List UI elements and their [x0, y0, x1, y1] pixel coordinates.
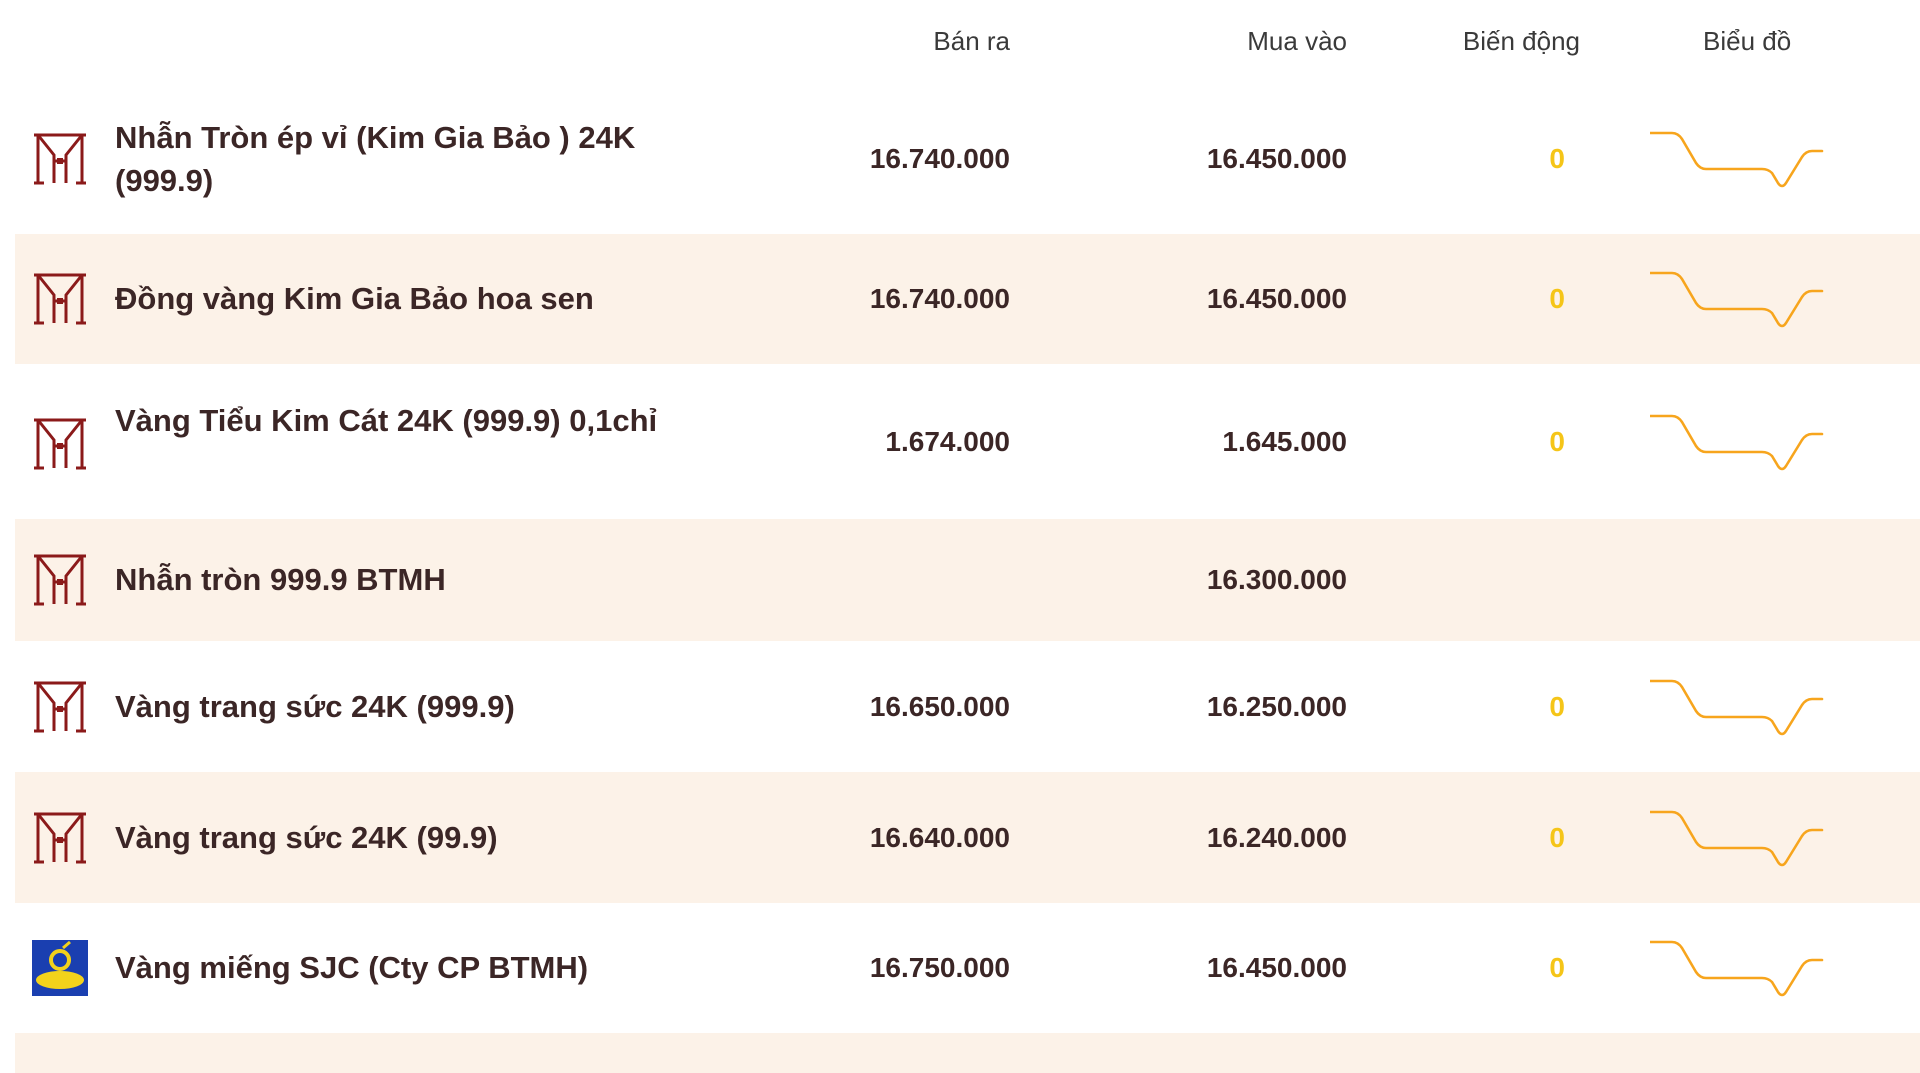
sjc-logo-icon: [32, 940, 88, 996]
btmh-logo-icon: [34, 681, 86, 733]
table-row[interactable]: Đồng vàng Kim Gia Bảo hoa sen 16.740.000…: [15, 234, 1920, 364]
header-bieu-do: Biểu đồ: [1703, 26, 1792, 56]
sparkline-chart[interactable]: [1650, 936, 1840, 1000]
buy-price: 1.645.000: [1222, 425, 1347, 457]
btmh-logo-icon: [34, 554, 86, 606]
product-name: Vàng trang sức 24K (999.9): [115, 689, 515, 724]
header-bien-dong: Biến động: [1462, 26, 1580, 56]
buy-price: 16.300.000: [1206, 564, 1347, 595]
buy-price: 16.450.000: [1206, 143, 1347, 174]
price-change: 0: [1549, 283, 1565, 314]
product-name: Vàng trang sức 24K (99.9): [115, 820, 498, 855]
price-change: 0: [1549, 952, 1565, 983]
table-row[interactable]: Nhẫn tròn 999.9 BTMH 16.300.000: [15, 519, 1920, 641]
table-header: Bán ra Mua vào Biến động Biểu đồ: [15, 0, 1920, 84]
product-name: Vàng Tiểu Kim Cát 24K (999.9) 0,1chỉ: [115, 403, 658, 438]
gold-price-table: Bán ra Mua vào Biến động Biểu đồ Nhẫn Tr…: [15, 0, 1920, 1073]
product-name: Đồng vàng Kim Gia Bảo hoa sen: [115, 281, 594, 316]
buy-price: 16.450.000: [1206, 283, 1347, 314]
table-row: [15, 1033, 1920, 1073]
price-change: 0: [1549, 425, 1565, 457]
btmh-logo-icon: [34, 133, 86, 185]
table-row[interactable]: Vàng trang sức 24K (999.9) 16.650.000 16…: [15, 641, 1920, 772]
header-ban-ra: Bán ra: [933, 26, 1010, 56]
product-name: Vàng miếng SJC (Cty CP BTMH): [115, 950, 589, 985]
sell-price: 16.750.000: [869, 952, 1010, 983]
sell-price: 1.674.000: [885, 425, 1010, 457]
btmh-logo-icon: [34, 812, 86, 864]
table-row[interactable]: Vàng miếng SJC (Cty CP BTMH) 16.750.000 …: [15, 903, 1920, 1033]
btmh-logo-icon: [34, 273, 86, 325]
table-row[interactable]: Vàng trang sức 24K (99.9) 16.640.000 16.…: [15, 772, 1920, 903]
sparkline-chart[interactable]: [1650, 806, 1840, 870]
buy-price: 16.450.000: [1206, 952, 1347, 983]
btmh-logo-icon: [34, 418, 86, 470]
buy-price: 16.250.000: [1206, 690, 1347, 722]
price-change: 0: [1549, 690, 1565, 722]
buy-price: 16.240.000: [1206, 821, 1347, 853]
sell-price: 16.740.000: [869, 283, 1010, 314]
product-name: Nhẫn tròn 999.9 BTMH: [115, 562, 446, 597]
sparkline-chart[interactable]: [1650, 267, 1840, 331]
price-change: 0: [1549, 143, 1565, 174]
sparkline-chart[interactable]: [1650, 410, 1840, 474]
sparkline-chart[interactable]: [1650, 675, 1840, 739]
price-change: 0: [1549, 821, 1565, 853]
product-name: Nhẫn Tròn ép vỉ (Kim Gia Bảo ) 24K (999.…: [115, 120, 636, 198]
sell-price: 16.640.000: [869, 821, 1010, 853]
header-mua-vao: Mua vào: [1247, 26, 1347, 56]
sell-price: 16.650.000: [869, 690, 1010, 722]
table-row[interactable]: Nhẫn Tròn ép vỉ (Kim Gia Bảo ) 24K (999.…: [15, 84, 1920, 234]
sparkline-chart[interactable]: [1650, 127, 1840, 191]
sell-price: 16.740.000: [869, 143, 1010, 174]
table-row[interactable]: Vàng Tiểu Kim Cát 24K (999.9) 0,1chỉ 1.6…: [15, 364, 1920, 519]
